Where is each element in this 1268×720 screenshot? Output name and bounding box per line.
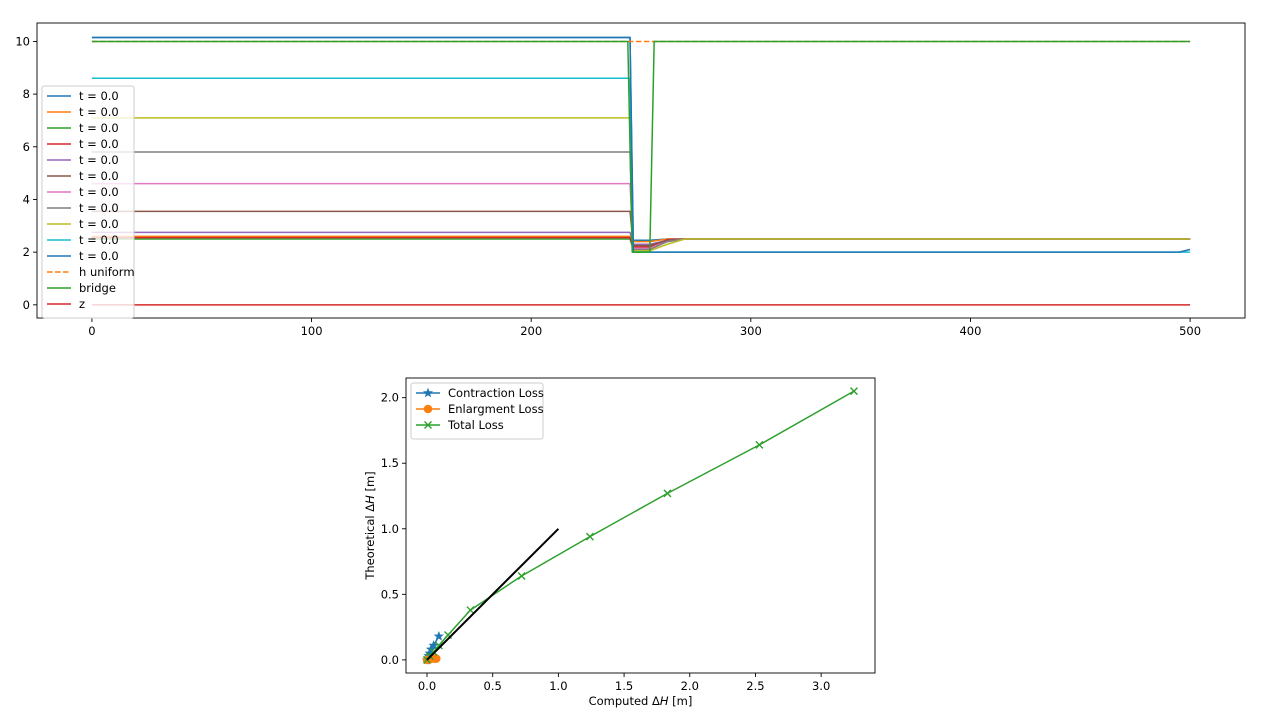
series-line <box>91 151 1191 251</box>
y-tick-label: 2 <box>23 245 30 259</box>
legend: t = 0.0 t = 0.0 t = 0.0 t = 0.0 t = 0.0 t = 0… <box>41 85 135 319</box>
x-tick-label: 300 <box>740 324 762 338</box>
legend-label: t = 0.0 <box>79 169 119 183</box>
data-point <box>433 630 444 641</box>
series-line <box>426 528 560 661</box>
legend-label: t = 0.0 <box>79 153 119 167</box>
head-loss-chart: 0.0 0.5 1.0 1.5 2.0 2.5 3.00.00.51.01.52.0Comp… <box>363 377 876 708</box>
y-tick-label: 10 <box>15 34 30 48</box>
legend-label: t = 0.0 <box>79 105 119 119</box>
axes-frame <box>405 377 876 674</box>
x-tick-label: 0 <box>88 324 95 338</box>
legend-label: h uniform <box>79 265 135 279</box>
data-point <box>663 489 672 498</box>
x-tick-label: 3.0 <box>812 679 830 693</box>
x-tick-label: 200 <box>520 324 542 338</box>
x-tick-label: 400 <box>959 324 981 338</box>
legend-box <box>410 382 544 440</box>
legend-label: Total Loss <box>447 418 504 432</box>
y-tick-label: 1.5 <box>381 456 399 470</box>
plot-area <box>421 387 858 665</box>
legend-label: t = 0.0 <box>79 217 119 231</box>
plot-area <box>91 36 1191 306</box>
x-tick-label: 0.5 <box>484 679 502 693</box>
x-tick-label: 100 <box>301 324 323 338</box>
series-line <box>91 77 1191 253</box>
y-tick-label: 4 <box>23 192 30 206</box>
x-tick-label: 1.0 <box>549 679 567 693</box>
legend-label: bridge <box>79 281 116 295</box>
data-point <box>585 532 594 541</box>
y-tick-label: 0.5 <box>381 587 399 601</box>
legend-label: z <box>79 297 85 311</box>
y-tick-label: 0 <box>23 298 30 312</box>
y-tick-label: 6 <box>23 140 30 154</box>
data-point <box>423 404 433 414</box>
data-point <box>422 387 434 398</box>
data-point <box>434 641 443 650</box>
legend-label: t = 0.0 <box>79 137 119 151</box>
data-point <box>466 606 475 615</box>
legend: Contraction Loss Enlargment Loss Total Los… <box>410 382 544 440</box>
y-axis-label: Theoretical ΔH [m] <box>363 471 377 580</box>
y-tick-label: 8 <box>23 87 30 101</box>
data-point <box>755 440 764 449</box>
x-tick-label: 500 <box>1179 324 1201 338</box>
legend-label: t = 0.0 <box>79 121 119 135</box>
legend-label: t = 0.0 <box>79 201 119 215</box>
x-tick-label: 2.5 <box>746 679 764 693</box>
series-line <box>91 40 1191 253</box>
legend-label: Contraction Loss <box>448 386 544 400</box>
x-tick-label: 0.0 <box>418 679 436 693</box>
x-tick-label: 2.0 <box>681 679 699 693</box>
y-tick-label: 2.0 <box>381 391 399 405</box>
axes-frame <box>36 22 1246 319</box>
data-point <box>849 387 858 396</box>
series-line <box>91 36 1191 242</box>
legend-label: t = 0.0 <box>79 89 119 103</box>
legend-label: Enlargment Loss <box>448 402 544 416</box>
data-point <box>517 571 526 580</box>
x-tick-label: 1.5 <box>615 679 633 693</box>
legend-label: t = 0.0 <box>79 233 119 247</box>
y-tick-label: 0.0 <box>381 653 399 667</box>
legend-label: t = 0.0 <box>79 249 119 263</box>
series-line <box>91 36 1191 253</box>
y-tick-label: 1.0 <box>381 522 399 536</box>
legend-label: t = 0.0 <box>79 185 119 199</box>
data-point <box>424 421 432 429</box>
x-axis-label: Computed ΔH [m] <box>589 694 693 708</box>
data-point <box>431 654 441 663</box>
